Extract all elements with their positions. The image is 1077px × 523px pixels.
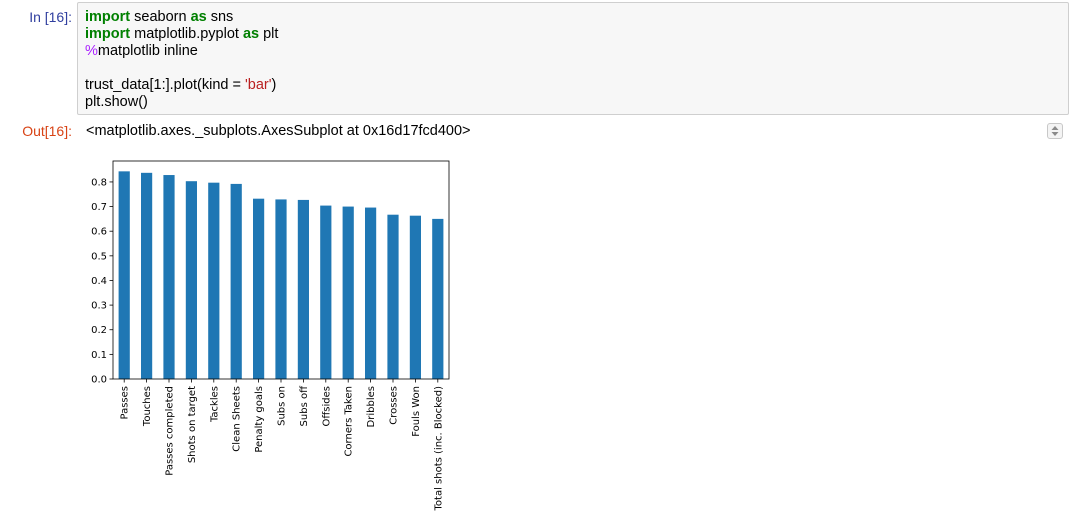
y-tick-label: 0.6	[91, 227, 107, 238]
code-token: matplotlib inline	[97, 43, 198, 59]
plot-frame	[112, 160, 450, 380]
code-token: matplotlib.pyplot	[130, 26, 243, 42]
x-tick-label: Passes completed	[165, 386, 176, 476]
x-tick-label: Passes	[120, 386, 131, 420]
x-tick-label: Total shots (inc. Blocked)	[433, 386, 444, 512]
output-text: <matplotlib.axes._subplots.AxesSubplot a…	[86, 123, 471, 139]
y-tick-label: 0.2	[91, 325, 107, 336]
bar	[320, 205, 332, 379]
bar	[432, 218, 444, 379]
y-tick-label: 0.3	[91, 301, 107, 312]
bar	[185, 181, 197, 379]
code-keyword: import	[85, 26, 131, 42]
code-keyword: as	[190, 9, 207, 25]
y-axis: 0.0 0.1 0.2 0.3 0.4 0.5 0.6 0.7 0.8	[91, 177, 113, 386]
y-tick-label: 0.8	[91, 177, 107, 188]
y-tick-label: 0.0	[91, 375, 107, 386]
code-text[interactable]: import seaborn as sns import matplotlib.…	[85, 9, 278, 111]
code-keyword: as	[242, 26, 260, 42]
bar-chart: 0.0 0.1 0.2 0.3 0.4 0.5 0.6 0.7 0.8 Passes Touche…	[91, 160, 450, 512]
y-tick-label: 0.7	[91, 202, 107, 213]
x-tick-label: Subs off	[299, 385, 310, 427]
bar	[230, 183, 242, 379]
bar	[297, 199, 309, 379]
bar	[208, 182, 220, 379]
x-tick-label: Touches	[142, 386, 153, 427]
x-tick-label: Tackles	[209, 386, 220, 423]
y-tick-label: 0.4	[91, 276, 107, 287]
bar	[387, 214, 399, 379]
up-down-arrows-icon	[1051, 126, 1059, 136]
bar	[275, 199, 287, 379]
x-tick-label: Subs on	[277, 386, 288, 426]
x-tick-label: Crosses	[389, 386, 400, 425]
x-tick-label: Offsides	[321, 386, 332, 426]
y-tick-label: 0.1	[91, 350, 107, 361]
x-tick-label: Shots on target	[187, 386, 198, 463]
input-prompt: In [16]:	[29, 9, 72, 25]
code-string: 'bar'	[245, 77, 272, 93]
code-token: sns	[206, 9, 234, 25]
code-input-area[interactable]: import seaborn as sns import matplotlib.…	[77, 2, 1069, 115]
bar	[118, 171, 130, 379]
x-tick-label: Clean Sheets	[232, 386, 243, 452]
bar-series	[118, 171, 444, 379]
x-tick-label: Penalty goals	[254, 386, 265, 453]
code-keyword: import	[85, 9, 131, 25]
x-tick-label: Corners Taken	[344, 386, 355, 457]
x-tick-label: Dribbles	[366, 386, 377, 427]
x-tick-label: Fouls Won	[411, 386, 422, 437]
bar	[409, 215, 421, 379]
x-axis: Passes Touches Passes completed Shots on ta…	[120, 379, 444, 512]
code-token: )	[271, 77, 277, 93]
bar	[141, 172, 153, 379]
output-prompt: Out[16]:	[22, 123, 72, 139]
code-token: plt.show()	[85, 94, 148, 110]
code-token: trust_data[1:].plot(kind =	[85, 77, 245, 93]
code-magic: %	[85, 43, 98, 59]
y-tick-label: 0.5	[91, 251, 107, 262]
code-token: plt	[259, 26, 279, 42]
bar	[365, 207, 377, 379]
code-token: seaborn	[130, 9, 191, 25]
bar	[342, 206, 354, 379]
bar	[253, 198, 265, 379]
bar	[163, 175, 175, 379]
output-scroll-toggle-button[interactable]	[1047, 123, 1063, 139]
